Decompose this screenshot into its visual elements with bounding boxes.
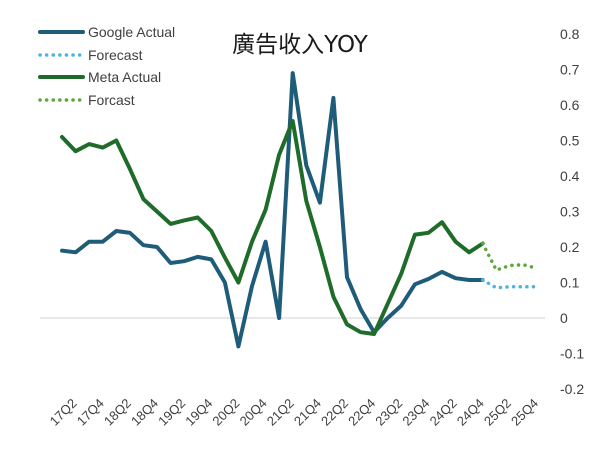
x-tick-label: 25Q4 — [508, 396, 541, 429]
chart-title: 廣告收入YOY — [232, 32, 369, 58]
legend-label: Forcast — [88, 92, 135, 108]
y-tick-label: 0.5 — [560, 133, 580, 149]
y-tick-label: -0.2 — [560, 381, 584, 397]
x-axis-ticks: 17Q217Q418Q218Q419Q219Q420Q220Q421Q221Q4… — [47, 396, 542, 429]
x-tick-label: 20Q2 — [209, 396, 242, 429]
x-tick-label: 21Q4 — [291, 396, 324, 429]
y-tick-label: 0.6 — [560, 97, 580, 113]
x-tick-label: 25Q2 — [481, 396, 514, 429]
legend-label: Forecast — [88, 47, 143, 63]
x-tick-label: 22Q4 — [345, 396, 378, 429]
x-tick-label: 19Q2 — [155, 396, 188, 429]
y-tick-label: 0.4 — [560, 168, 580, 184]
series-line-forecast — [480, 278, 539, 290]
y-tick-label: 0 — [560, 310, 568, 326]
series-line-meta-actual — [60, 119, 485, 336]
y-tick-label: 0.8 — [560, 26, 580, 42]
x-tick-label: 24Q4 — [454, 396, 487, 429]
x-tick-label: 18Q4 — [128, 396, 161, 429]
x-tick-label: 17Q2 — [47, 396, 80, 429]
series-line-google-actual — [60, 71, 485, 349]
x-tick-label: 23Q4 — [399, 396, 432, 429]
series-lines — [60, 71, 539, 349]
legend-label: Google Actual — [88, 24, 175, 40]
x-tick-label: 23Q2 — [372, 396, 405, 429]
y-tick-label: -0.1 — [560, 346, 584, 362]
x-tick-label: 24Q2 — [427, 396, 460, 429]
x-tick-label: 21Q2 — [264, 396, 297, 429]
y-axis-ticks: 0.8 0.7 0.6 0.5 0.4 0.3 0.2 0.1 0 -0.1 -0.2 — [560, 26, 584, 397]
x-tick-label: 17Q4 — [74, 396, 107, 429]
legend-label: Meta Actual — [88, 69, 161, 85]
x-tick-label: 19Q4 — [182, 396, 215, 429]
y-tick-label: 0.7 — [560, 62, 580, 78]
x-tick-label: 18Q2 — [101, 396, 134, 429]
x-tick-label: 20Q4 — [237, 396, 270, 429]
legend: Google Actual Forecast Meta Actual Forcast — [38, 24, 175, 108]
y-tick-label: 0.3 — [560, 204, 580, 220]
y-tick-label: 0.2 — [560, 239, 580, 255]
y-tick-label: 0.1 — [560, 275, 580, 291]
x-tick-label: 22Q2 — [318, 396, 351, 429]
series-line-forcast — [480, 241, 539, 272]
